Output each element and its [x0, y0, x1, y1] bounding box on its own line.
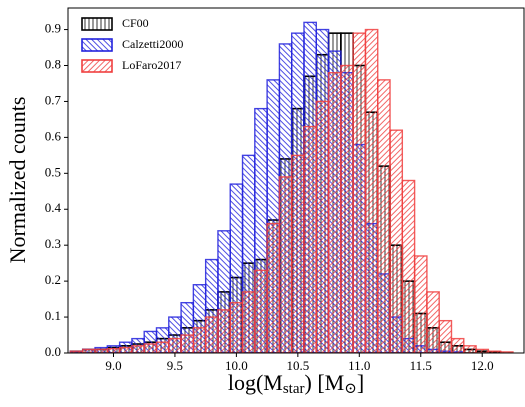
legend-label: Calzetti2000 — [122, 37, 183, 51]
x-label-part: ) [M — [305, 370, 345, 395]
x-label-part: ⊙ — [344, 381, 357, 397]
bar — [426, 291, 440, 353]
bar — [340, 64, 354, 353]
y-tick-label: 0.2 — [45, 272, 61, 287]
bar — [266, 222, 281, 353]
x-tick-label: 10.5 — [286, 358, 309, 373]
y-tick-label: 0.1 — [45, 308, 61, 323]
y-tick-label: 0.6 — [45, 128, 62, 143]
bar — [278, 176, 293, 353]
legend-label: CF00 — [122, 16, 149, 30]
bar — [499, 351, 514, 353]
bar — [463, 345, 477, 353]
y-tick-label: 0.5 — [45, 164, 61, 179]
x-tick-label: 10.0 — [225, 358, 248, 373]
bar — [204, 316, 219, 353]
bar — [413, 255, 428, 353]
bar — [327, 71, 342, 353]
bar — [450, 337, 465, 353]
bar — [377, 79, 391, 353]
y-tick-label: 0.9 — [45, 21, 61, 36]
bar — [290, 154, 305, 353]
bar — [401, 179, 416, 353]
y-tick-label: 0.7 — [45, 92, 62, 107]
bar — [118, 346, 133, 353]
bar — [143, 343, 158, 353]
bar — [131, 345, 145, 353]
bar — [315, 100, 330, 353]
x-label-part: star — [283, 381, 305, 397]
y-tick-label: 0.3 — [45, 236, 61, 251]
y-tick-label: 0.4 — [45, 200, 62, 215]
bar — [217, 309, 231, 353]
x-label-part: ] — [357, 370, 364, 395]
bar — [254, 269, 268, 353]
bar — [438, 319, 453, 353]
bar — [168, 337, 182, 353]
legend-swatch — [81, 17, 113, 31]
bar — [229, 301, 244, 353]
bar — [106, 347, 121, 353]
legend-label: LoFaro2017 — [122, 58, 181, 72]
bar — [364, 28, 379, 353]
legend-swatch — [81, 38, 113, 52]
x-tick-label: 12.0 — [471, 358, 494, 373]
bar — [192, 327, 207, 353]
plot-frame — [67, 7, 525, 354]
plot — [69, 21, 514, 353]
bar — [94, 348, 109, 353]
x-tick-label: 11.5 — [410, 358, 432, 373]
x-tick-label: 9.0 — [105, 358, 121, 373]
y-axis-label: Normalized counts — [5, 97, 30, 264]
bar — [82, 348, 96, 353]
bar — [155, 341, 170, 353]
bar — [303, 125, 317, 353]
bar — [241, 291, 256, 353]
x-tick-label: 9.5 — [167, 358, 183, 373]
legend-swatch — [81, 59, 113, 73]
y-tick-label: 0.0 — [45, 344, 61, 359]
x-label-part: log(M — [228, 370, 283, 395]
bar — [352, 32, 367, 353]
x-axis-label: log(Mstar) [M⊙] — [228, 370, 364, 397]
x-tick-label: 11.0 — [348, 358, 370, 373]
bar — [180, 334, 195, 353]
y-tick-label: 0.8 — [45, 56, 61, 71]
bar — [389, 129, 404, 353]
bar — [475, 348, 490, 353]
